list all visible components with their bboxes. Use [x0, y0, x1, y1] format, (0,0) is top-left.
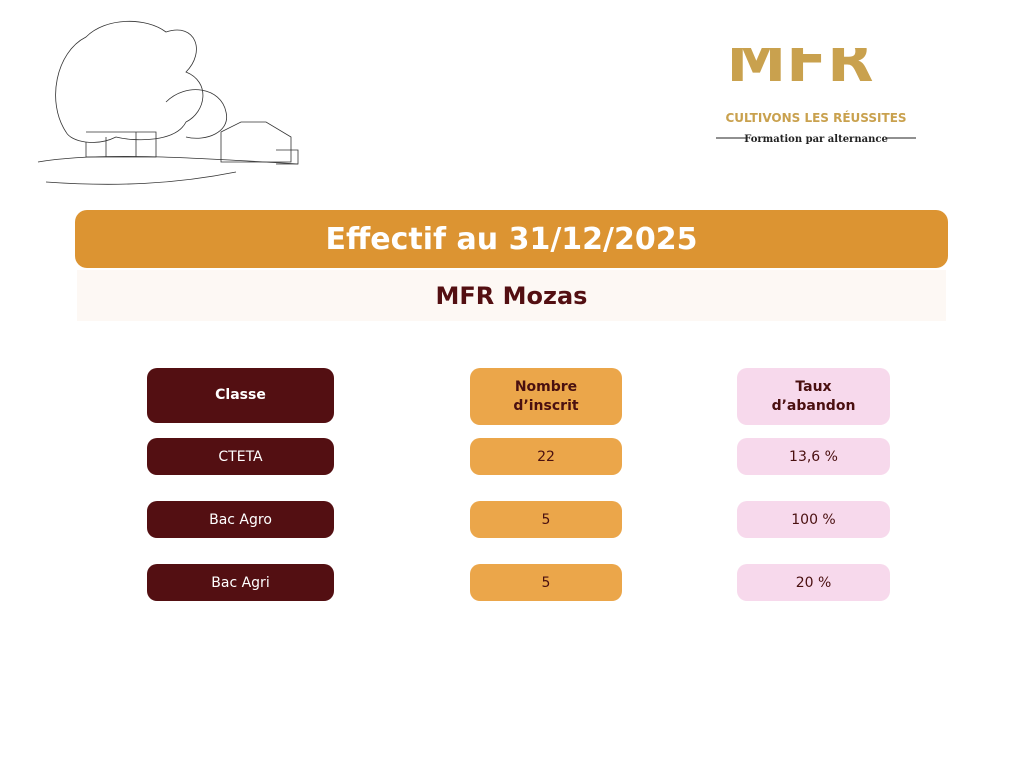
logo-mark: MFR [727, 48, 874, 96]
table-cell: 20 % [737, 564, 890, 601]
subtitle: MFR Mozas [435, 281, 588, 310]
table-cell: 5 [470, 501, 622, 538]
table-cell: 13,6 % [737, 438, 890, 475]
logo: MFR CULTIVONS LES RÉUSSITES Formation pa… [716, 48, 916, 145]
title: Effectif au 31/12/2025 [325, 221, 698, 257]
table-cell: CTETA [147, 438, 334, 475]
table-cell: Bac Agro [147, 501, 334, 538]
table-cell: 5 [470, 564, 622, 601]
table-cell: 22 [470, 438, 622, 475]
column-header: Classe [147, 368, 334, 423]
logo-tagline: CULTIVONS LES RÉUSSITES [725, 110, 906, 125]
sketch-illustration [37, 20, 299, 185]
table-cell: 100 % [737, 501, 890, 538]
column-header: Nombre d’inscrit [470, 368, 622, 425]
table-cell: Bac Agri [147, 564, 334, 601]
logo-subline: Formation par alternance [744, 134, 888, 145]
column-header: Taux d’abandon [737, 368, 890, 425]
subtitle-band: MFR Mozas [77, 270, 946, 321]
title-bar: Effectif au 31/12/2025 [75, 210, 948, 268]
